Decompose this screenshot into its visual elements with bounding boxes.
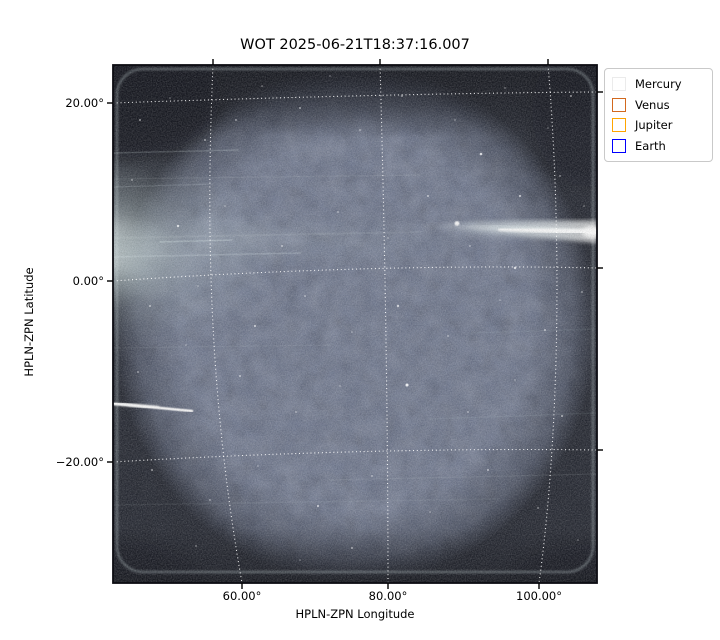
legend-label-earth: Earth <box>635 138 666 153</box>
grid-line-lat-20 <box>113 91 597 104</box>
legend-item-jupiter: Jupiter <box>612 115 705 136</box>
y-tick-label-neg20: −20.00° <box>55 455 104 469</box>
legend-marker-venus-icon <box>612 97 626 112</box>
legend-item-mercury: Mercury <box>612 74 705 95</box>
axes-spines <box>112 64 598 584</box>
legend-item-venus: Venus <box>612 95 705 116</box>
grid-line-lon-100 <box>538 65 558 583</box>
grid-line-lon-80 <box>379 65 389 583</box>
legend-marker-jupiter-icon <box>612 118 626 133</box>
x-tick-label-60: 60.00° <box>222 589 262 603</box>
y-tick-label-0: 0.00° <box>72 274 104 288</box>
sky-image <box>113 65 597 583</box>
tick-marks <box>107 59 603 589</box>
y-tick-label-20: 20.00° <box>65 96 104 110</box>
legend-marker-mercury-icon <box>612 77 626 92</box>
grid-line-lat-0 <box>113 266 597 282</box>
legend-label-jupiter: Jupiter <box>635 118 673 133</box>
legend-label-venus: Venus <box>635 97 670 112</box>
coordinate-grid <box>113 65 597 583</box>
plot-title: WOT 2025-06-21T18:37:16.007 <box>240 37 470 53</box>
legend-marker-earth-icon <box>612 138 626 153</box>
legend: Mercury Venus Jupiter Earth <box>604 68 713 162</box>
x-tick-label-100: 100.00° <box>516 589 562 603</box>
stars <box>131 75 585 561</box>
x-tick-label-80: 80.00° <box>368 589 408 603</box>
legend-label-mercury: Mercury <box>635 77 682 92</box>
legend-item-earth: Earth <box>612 136 705 157</box>
x-axis-label: HPLN-ZPN Longitude <box>295 607 415 621</box>
